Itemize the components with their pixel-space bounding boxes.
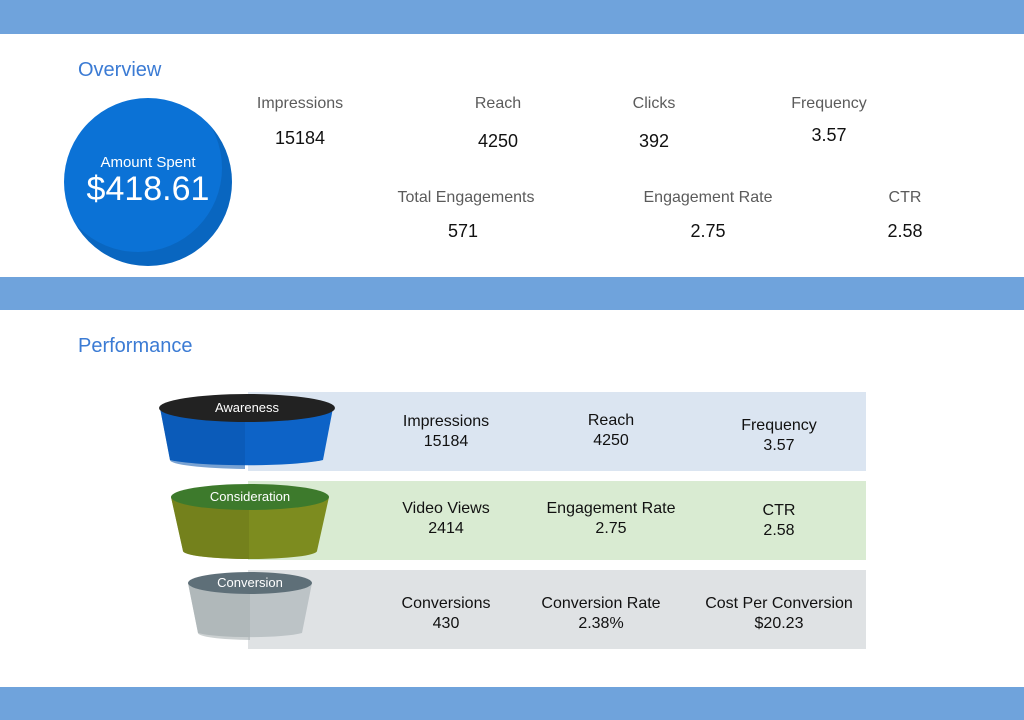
stage-metric-engagement-rate: Engagement Rate 2.75 — [531, 500, 691, 538]
metric-value: 2.75 — [690, 221, 726, 241]
metric-value: 2.75 — [595, 520, 627, 537]
amount-spent-value: $418.61 — [86, 170, 210, 208]
amount-spent-circle: Amount Spent $418.61 — [64, 98, 232, 266]
performance-title: Performance — [78, 335, 193, 357]
overview-metric-impressions: Impressions 15184 — [240, 95, 360, 149]
metric-label: Video Views — [402, 500, 490, 517]
overview-metric-frequency: Frequency 3.57 — [769, 95, 889, 146]
overview-metric-ctr: CTR 2.58 — [864, 189, 946, 242]
bottom-band — [0, 687, 1024, 720]
stage-metric-reach: Reach 4250 — [531, 412, 691, 450]
metric-value: 430 — [432, 615, 460, 632]
stage-metric-conversions: Conversions 430 — [366, 595, 526, 633]
awareness-stage-label: Awareness — [215, 400, 280, 415]
stage-metric-impressions: Impressions 15184 — [366, 413, 526, 451]
top-band — [0, 0, 1024, 34]
metric-label: CTR — [888, 189, 922, 206]
metric-label: Clicks — [632, 95, 676, 112]
stage-metric-frequency: Frequency 3.57 — [699, 417, 859, 455]
metric-label: Impressions — [402, 413, 490, 430]
metric-label: Reach — [474, 95, 522, 112]
consideration-stage-band: Video Views 2414 Engagement Rate 2.75 CT… — [248, 481, 866, 560]
consideration-stage-label: Consideration — [210, 489, 290, 504]
metric-label: Impressions — [256, 95, 344, 112]
metric-value: 571 — [447, 221, 479, 241]
overview-title: Overview — [78, 59, 162, 81]
stage-metric-cost-per-conversion: Cost Per Conversion $20.23 — [684, 595, 874, 633]
stage-metric-ctr: CTR 2.58 — [699, 502, 859, 540]
metric-value: 3.57 — [763, 437, 795, 454]
metric-value: 3.57 — [811, 125, 847, 145]
metric-value: 2.58 — [887, 221, 923, 241]
conversion-stage-label: Conversion — [217, 575, 283, 590]
metric-value: 15184 — [274, 128, 326, 148]
awareness-stage-band: Impressions 15184 Reach 4250 Frequency 3… — [248, 392, 866, 471]
metric-value: 392 — [638, 131, 670, 151]
metric-label: Total Engagements — [397, 189, 535, 206]
metric-label: Frequency — [791, 95, 867, 112]
conversion-stage-band: Conversions 430 Conversion Rate 2.38% Co… — [248, 570, 866, 649]
metric-label: Conversions — [401, 595, 491, 612]
metric-label: Frequency — [741, 417, 817, 434]
section-divider-band — [0, 277, 1024, 310]
awareness-funnel-icon: Awareness — [159, 394, 335, 469]
metric-label: Reach — [587, 412, 635, 429]
metric-value: 15184 — [423, 433, 469, 450]
overview-metric-total-engagements: Total Engagements 571 — [380, 189, 552, 242]
metric-label: Engagement Rate — [546, 500, 676, 517]
conversion-funnel-icon: Conversion — [188, 572, 312, 640]
metric-label: Cost Per Conversion — [705, 595, 853, 612]
stage-metric-video-views: Video Views 2414 — [366, 500, 526, 538]
metric-value: 4250 — [477, 131, 519, 151]
metric-value: 2414 — [428, 520, 464, 537]
metric-value: 4250 — [593, 432, 629, 449]
metric-value: 2.38% — [578, 615, 624, 632]
metric-label: Engagement Rate — [643, 189, 773, 206]
overview-metric-engagement-rate: Engagement Rate 2.75 — [628, 189, 788, 242]
metric-value: $20.23 — [754, 615, 804, 632]
stage-metric-conversion-rate: Conversion Rate 2.38% — [521, 595, 681, 633]
consideration-funnel-icon: Consideration — [171, 484, 329, 559]
overview-metric-clicks: Clicks 392 — [594, 95, 714, 152]
amount-spent-label: Amount Spent — [100, 154, 196, 171]
metric-label: Conversion Rate — [541, 595, 661, 612]
metric-label: CTR — [762, 502, 796, 519]
metric-value: 2.58 — [763, 522, 795, 539]
overview-metric-reach: Reach 4250 — [438, 95, 558, 152]
